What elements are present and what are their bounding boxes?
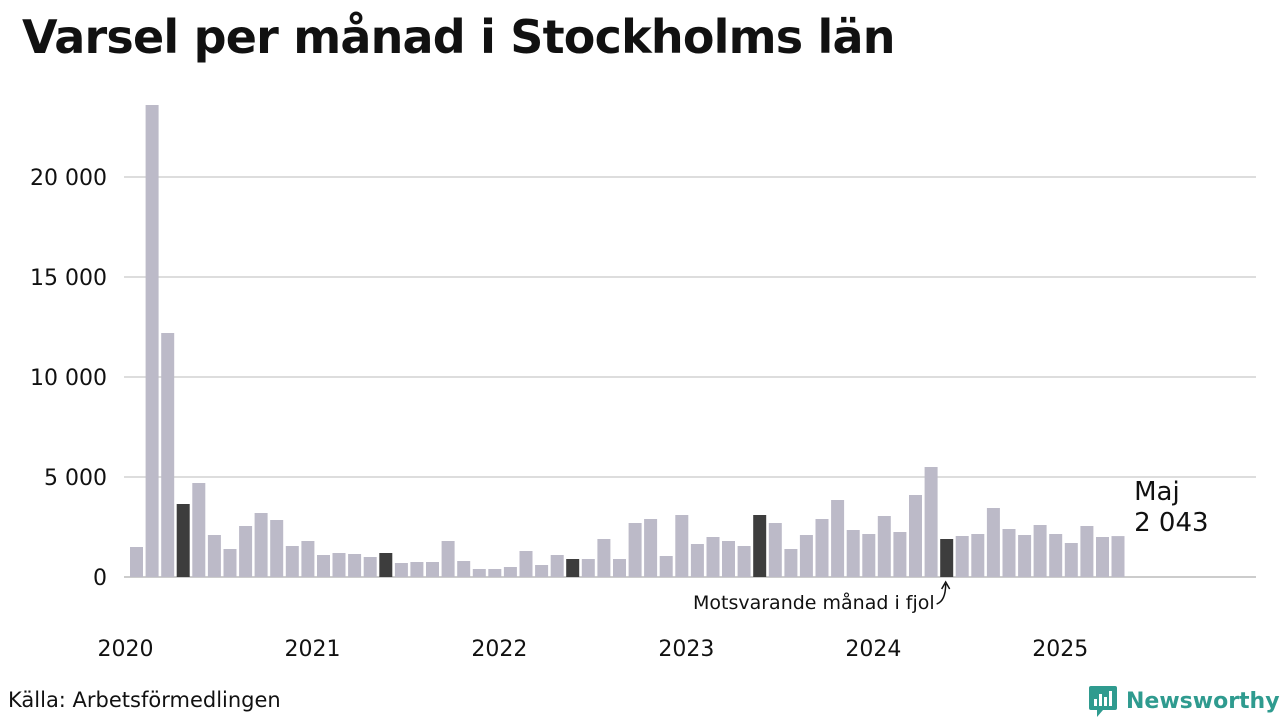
bar-47 (862, 534, 876, 577)
bar-3 (176, 504, 190, 577)
bar-42 (784, 549, 798, 577)
bar-53 (955, 536, 969, 577)
bar-2 (161, 333, 175, 577)
bar-9 (270, 520, 284, 577)
current-value-label: 2 043 (1134, 508, 1208, 538)
bar-37 (706, 537, 720, 577)
y-tick-label-15000: 15 000 (30, 266, 107, 291)
bar-38 (722, 541, 735, 577)
y-tick-label-10000: 10 000 (30, 366, 107, 391)
bar-12 (317, 555, 330, 577)
bar-31 (613, 559, 626, 577)
bar-30 (597, 539, 611, 577)
bar-60 (1064, 543, 1078, 577)
annotation-label: Motsvarande månad i fjol (693, 591, 935, 614)
bar-43 (799, 535, 813, 577)
bar-18 (410, 562, 424, 577)
annotation-arrowhead (941, 580, 951, 590)
bar-20 (441, 541, 455, 577)
bar-4 (192, 483, 206, 577)
bar-14 (348, 554, 362, 577)
bar-44 (815, 519, 829, 577)
bar-40 (753, 515, 767, 577)
bar-52 (940, 539, 954, 577)
annotation-arrow (936, 583, 947, 605)
bar-1 (145, 105, 159, 577)
chart-title: Varsel per månad i Stockholms län (22, 10, 895, 64)
bar-13 (332, 553, 346, 577)
x-tick-label-2023: 2023 (658, 637, 714, 662)
bar-0 (130, 547, 143, 577)
bar-56 (1002, 529, 1016, 577)
bar-28 (566, 559, 580, 577)
bar-19 (426, 562, 439, 577)
source-note: Källa: Arbetsförmedlingen (8, 688, 281, 712)
bar-25 (519, 551, 533, 577)
x-tick-label-2022: 2022 (471, 637, 527, 662)
bar-57 (1018, 535, 1032, 577)
bar-21 (457, 561, 471, 577)
bar-62 (1096, 537, 1109, 577)
bar-33 (644, 519, 658, 577)
bar-59 (1049, 534, 1063, 577)
y-tick-label-0: 0 (93, 566, 107, 591)
brand: Newsworthy (1088, 684, 1280, 718)
newsworthy-logo-icon (1089, 686, 1117, 717)
bar-39 (737, 546, 751, 577)
bar-29 (581, 559, 595, 577)
bar-50 (909, 495, 922, 577)
bar-26 (535, 565, 549, 577)
bar-35 (675, 515, 689, 577)
x-tick-label-2021: 2021 (284, 637, 340, 662)
bar-55 (986, 508, 1000, 577)
bar-5 (207, 535, 221, 577)
bar-32 (628, 523, 642, 577)
current-month-label: Maj (1134, 477, 1180, 507)
y-tick-label-20000: 20 000 (30, 166, 107, 191)
bar-23 (488, 569, 502, 577)
bar-58 (1033, 525, 1047, 577)
bar-36 (690, 544, 704, 577)
bar-49 (893, 532, 907, 577)
bar-11 (301, 541, 315, 577)
bar-45 (831, 500, 845, 577)
bar-24 (503, 567, 517, 577)
bar-34 (659, 556, 673, 577)
bar-10 (285, 546, 299, 577)
x-tick-label-2024: 2024 (845, 637, 901, 662)
bar-7 (239, 526, 253, 577)
bar-61 (1080, 526, 1094, 577)
x-tick-label-2025: 2025 (1032, 637, 1088, 662)
bar-6 (223, 549, 237, 577)
bar-41 (768, 523, 782, 577)
y-tick-label-5000: 5 000 (44, 466, 107, 491)
bar-8 (254, 513, 268, 577)
bar-15 (363, 557, 377, 577)
bar-54 (971, 534, 985, 577)
bar-16 (379, 553, 393, 577)
bar-63 (1111, 536, 1125, 577)
bar-51 (924, 467, 938, 577)
bar-46 (846, 530, 860, 577)
bar-48 (877, 516, 891, 577)
brand-name: Newsworthy (1126, 688, 1280, 714)
bar-17 (394, 563, 408, 577)
bar-27 (550, 555, 564, 577)
bar-22 (472, 569, 486, 577)
x-tick-label-2020: 2020 (98, 637, 154, 662)
